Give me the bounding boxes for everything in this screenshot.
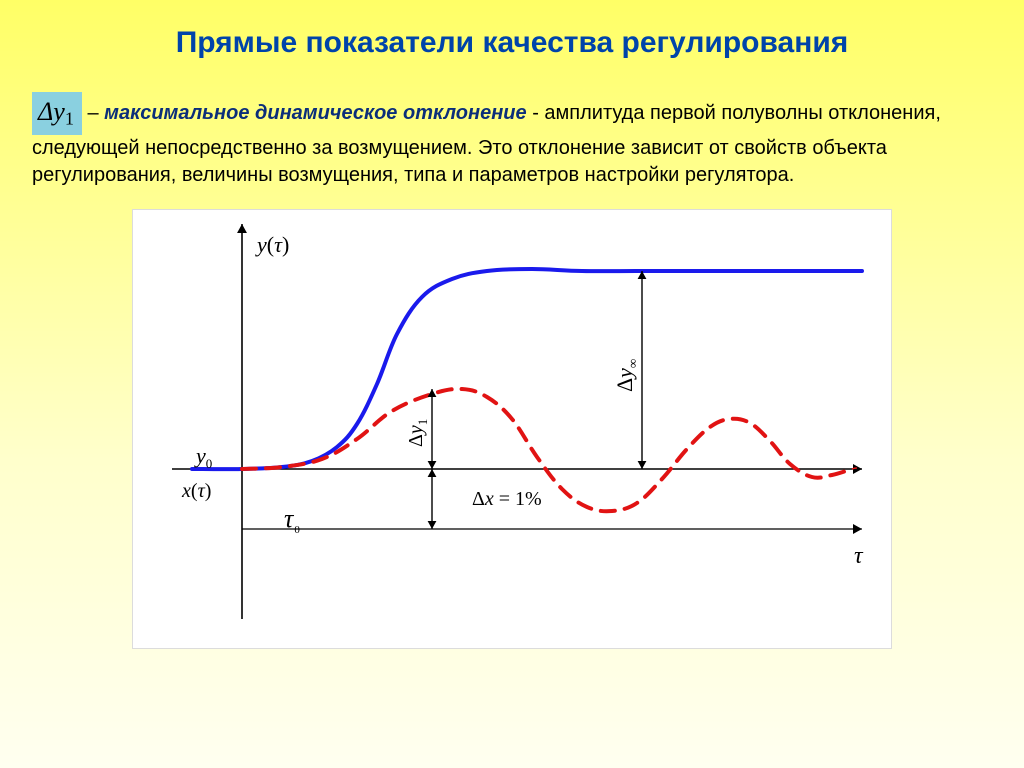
svg-text:y(τ): y(τ) — [255, 232, 289, 257]
badge-delta: Δy — [38, 97, 65, 126]
svg-text:Δy∞: Δy∞ — [612, 358, 640, 391]
dash: – — [87, 101, 104, 123]
term: максимальное динамическое отклонение — [104, 101, 526, 123]
svg-text:y0: y0 — [194, 443, 212, 471]
svg-text:τ0: τ0 — [284, 504, 300, 536]
chart-card: y(τ) y0 x(τ) τ0 Δx = 1% τ Δy1 Δy∞ — [132, 209, 892, 649]
svg-text:Δx = 1%: Δx = 1% — [472, 488, 542, 510]
chart-svg: y(τ) y0 x(τ) τ0 Δx = 1% τ Δy1 Δy∞ — [132, 209, 892, 649]
definition-block: Δy1 – максимальное динамическое отклонен… — [0, 62, 1024, 189]
slide-title: Прямые показатели качества регулирования — [0, 0, 1024, 62]
badge-sub: 1 — [65, 108, 74, 128]
delta-y1-badge: Δy1 — [32, 92, 82, 135]
svg-text:Δy1: Δy1 — [405, 418, 430, 446]
svg-text:x(τ): x(τ) — [181, 480, 211, 502]
slide: Прямые показатели качества регулирования… — [0, 0, 1024, 768]
svg-text:τ: τ — [854, 543, 864, 569]
